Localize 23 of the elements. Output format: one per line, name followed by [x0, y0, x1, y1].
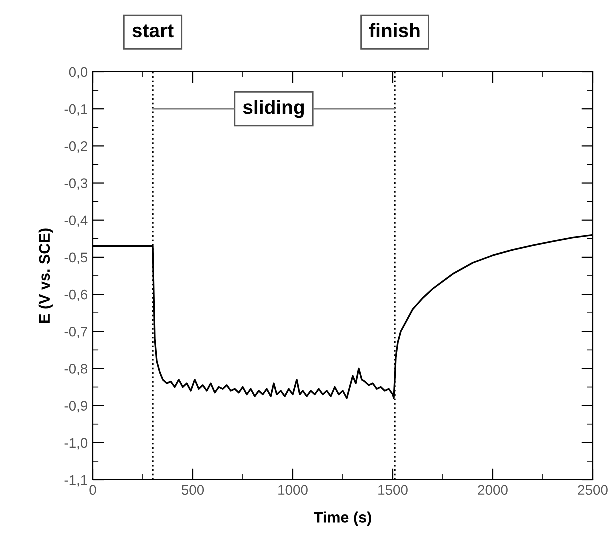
- y-tick-label: -0,3: [64, 178, 88, 190]
- x-tick-label: 0: [90, 485, 96, 496]
- annotation: sliding: [243, 100, 304, 118]
- x-tick-label: 2000: [478, 485, 508, 496]
- x-tick-label: 2500: [578, 485, 608, 496]
- ref-line-label: start: [132, 24, 174, 38]
- x-tick-label: 1000: [278, 485, 308, 496]
- y-tick-label: -1,0: [64, 438, 88, 450]
- y-tick-label: -0,6: [64, 290, 88, 302]
- y-tick-label: -0,5: [64, 252, 88, 264]
- x-tick-label: 1500: [378, 485, 408, 496]
- y-axis-title: E (V vs. SCE): [38, 228, 54, 323]
- y-tick-label: -0,2: [64, 142, 88, 153]
- y-tick-label: -0,1: [64, 104, 88, 116]
- x-axis-title: Time (s): [314, 512, 372, 526]
- ref-line-label: finish: [369, 23, 420, 38]
- y-tick-label: -0,7: [64, 326, 88, 338]
- x-tick-label: 500: [182, 485, 204, 496]
- y-tick-label: -0,4: [64, 216, 88, 228]
- y-tick-label: -0,8: [64, 364, 88, 376]
- y-tick-label: 0,0: [69, 67, 88, 79]
- y-tick-label: -1,1: [64, 475, 88, 487]
- y-tick-label: -0,9: [64, 401, 88, 413]
